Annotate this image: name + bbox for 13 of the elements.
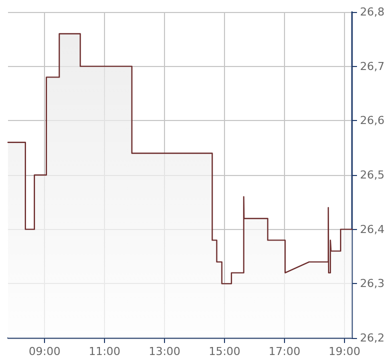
x-tick-label: 15:00: [208, 345, 240, 358]
y-tick-label: 26,8: [360, 6, 384, 18]
x-tick-label: 19:00: [328, 345, 360, 358]
x-tick-label: 13:00: [148, 345, 180, 358]
y-tick-label: 26,6: [360, 114, 384, 128]
y-tick-label: 26,4: [360, 222, 384, 236]
y-tick-label: 26,7: [360, 60, 384, 73]
y-tick-label: 26,2: [360, 332, 384, 344]
y-tick-label: 26,3: [360, 277, 384, 290]
x-tick-label: 09:00: [28, 345, 60, 358]
x-tick-label: 11:00: [88, 345, 120, 358]
y-tick-label: 26,5: [360, 168, 384, 182]
x-tick-label: 17:00: [268, 345, 300, 358]
